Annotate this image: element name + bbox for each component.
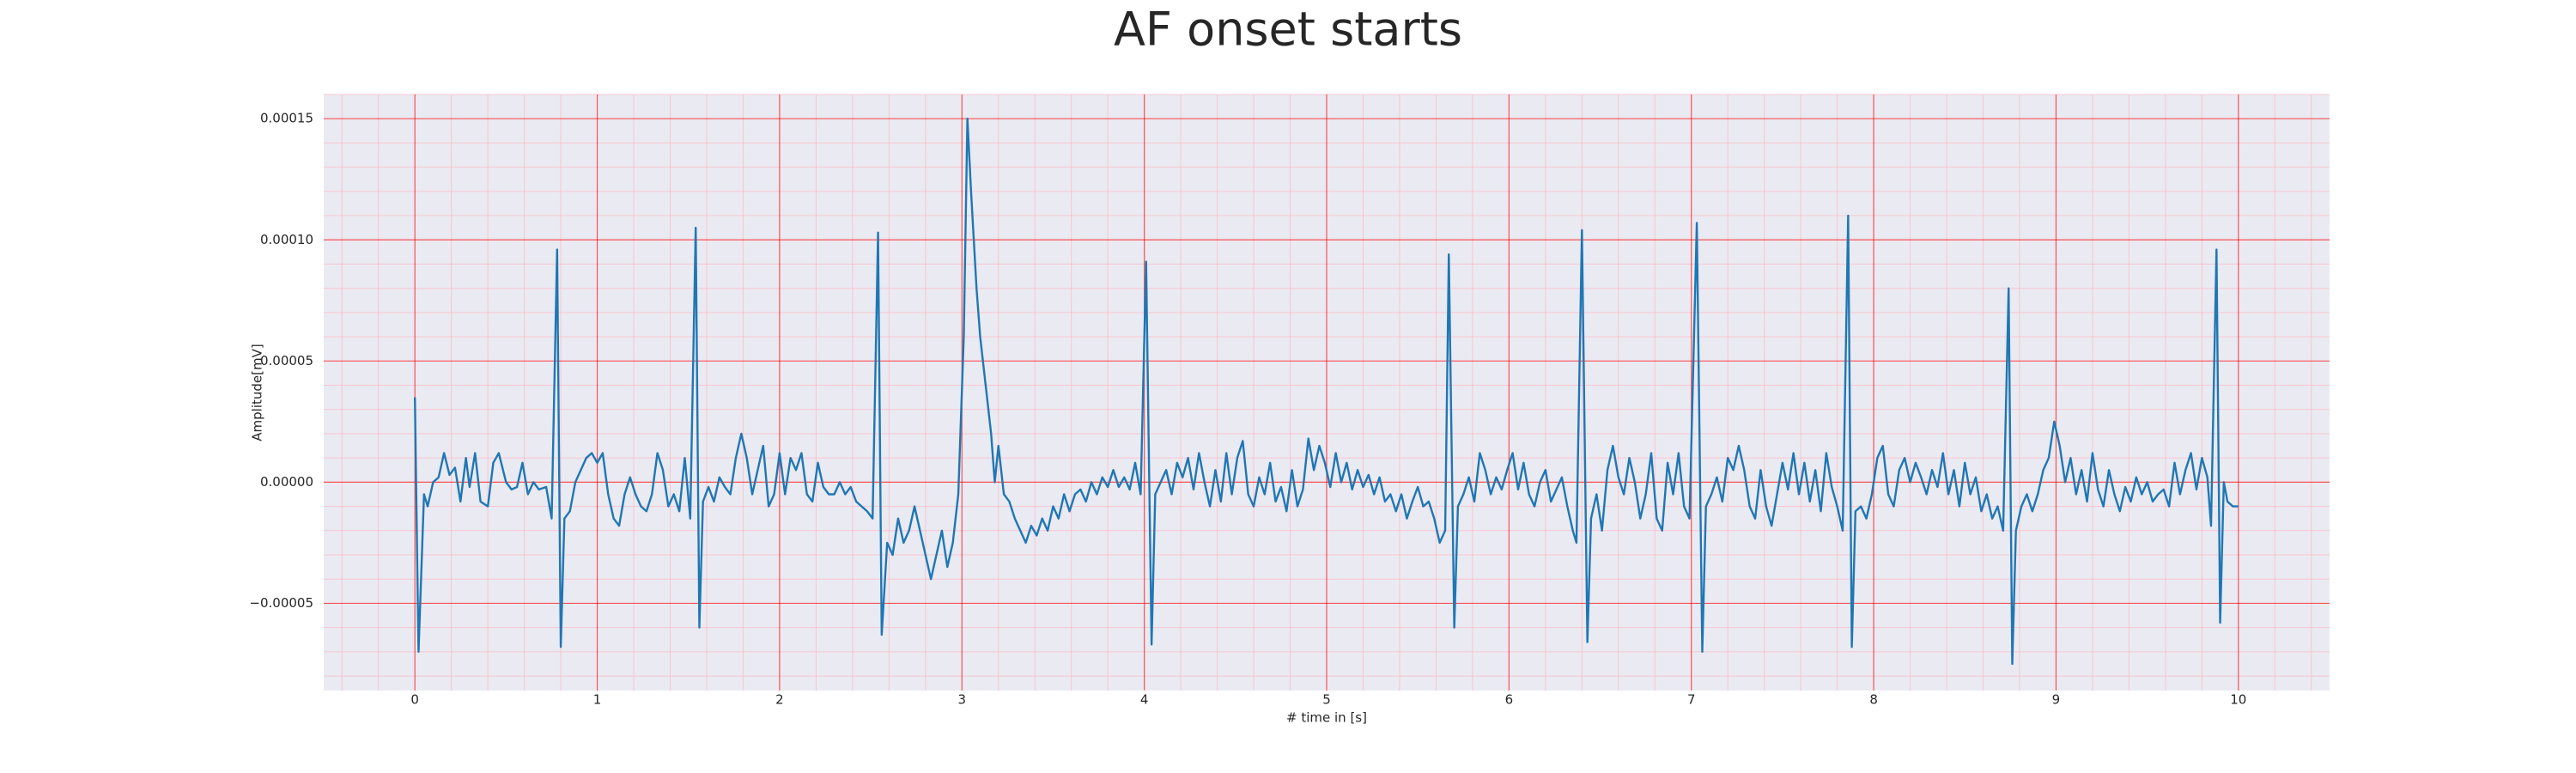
- x-tick-label: 4: [1140, 692, 1149, 708]
- x-tick-label: 7: [1687, 692, 1696, 708]
- chart-title: AF onset starts: [1114, 3, 1462, 57]
- x-tick-label: 10: [2230, 692, 2246, 708]
- marks: [413, 118, 2239, 666]
- x-tick-label: 1: [593, 692, 602, 708]
- x-axis-label: # time in [s]: [1286, 710, 1367, 726]
- x-tick-label: 6: [1505, 692, 1514, 708]
- y-tick-label: 0.00015: [260, 111, 313, 126]
- y-axis-label: Amplitude[mV]: [250, 344, 265, 441]
- y-tick-label: 0.00005: [260, 353, 313, 368]
- x-tick-label: 3: [957, 692, 966, 708]
- x-tick-label: 9: [2052, 692, 2061, 708]
- x-tick-label: 0: [410, 692, 419, 708]
- y-tick-label: −0.00005: [249, 595, 313, 611]
- x-tick-label: 2: [775, 692, 784, 708]
- ecg-line: [413, 118, 2239, 666]
- grid: [324, 94, 2330, 691]
- x-tick-label: 5: [1322, 692, 1331, 708]
- x-tick-label: 8: [1869, 692, 1878, 708]
- y-tick-label: 0.00010: [260, 232, 313, 247]
- y-tick-label: 0.00000: [260, 474, 313, 490]
